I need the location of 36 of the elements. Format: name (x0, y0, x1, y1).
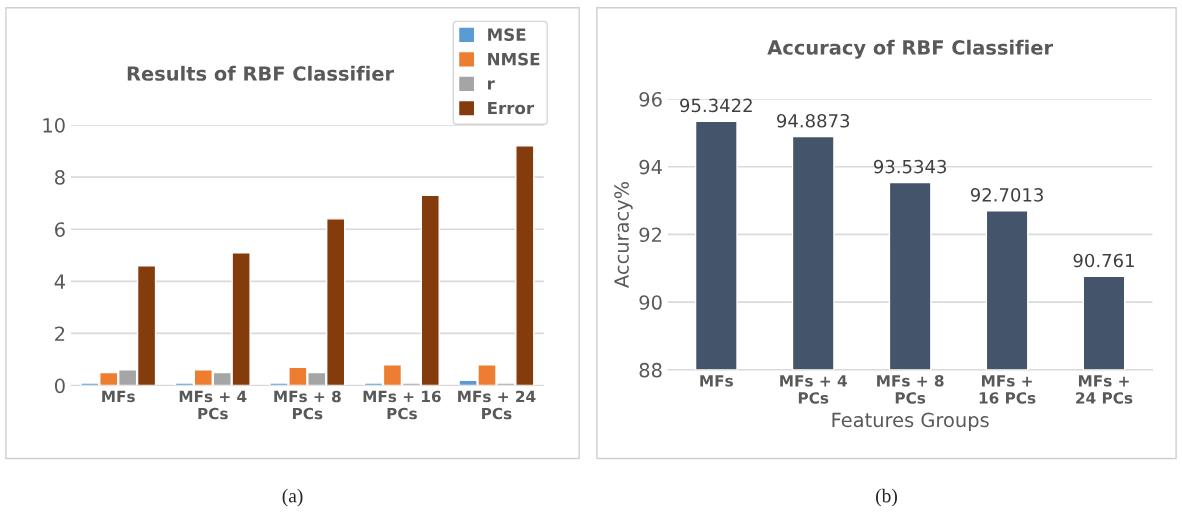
data-label: 92.7013 (970, 187, 1043, 202)
y-tick-label: 90 (639, 295, 662, 310)
y-tick-label: 92 (639, 227, 662, 243)
data-label: 94.8873 (777, 113, 850, 128)
y-tick-label: 4 (54, 274, 65, 289)
y-axis-title: Accuracy% (614, 181, 633, 288)
x-axis-title: Features Groups (832, 412, 989, 432)
y-tick-label: 6 (55, 222, 65, 237)
x-tick-label: MFs + 4 PCs (780, 375, 847, 404)
y-tick-label: 88 (639, 362, 662, 378)
legend-label: Error (488, 101, 535, 115)
x-tick-label: MFs + 16 PCs (979, 375, 1036, 404)
x-tick-label: MFs + 16 PCs (363, 390, 441, 420)
legend-label: NMSE (488, 52, 540, 66)
y-tick-label: 0 (54, 378, 65, 394)
data-label: 95.3422 (680, 98, 752, 113)
y-tick-label: 10 (43, 118, 65, 133)
x-tick-label: MFs + 4 PCs (179, 390, 247, 420)
chart-title: Accuracy of RBF Classifier (767, 39, 1053, 59)
y-tick-label: 96 (639, 91, 662, 107)
chart-title: Results of RBF Classifier (127, 65, 395, 81)
y-tick-label: 94 (639, 159, 662, 175)
x-tick-label: MFs (102, 390, 135, 403)
y-tick-label: 8 (55, 170, 65, 185)
text: (a) (282, 488, 303, 507)
x-tick-label: MFs + 8 PCs (877, 375, 944, 404)
text: (b) (876, 488, 897, 507)
x-tick-label: MFs + 8 PCs (274, 390, 341, 420)
x-tick-label: MFs + 24 PCs (1076, 375, 1133, 404)
legend-label: MSE (488, 28, 526, 41)
legend-label: r (488, 80, 495, 90)
y-tick-label: 2 (55, 326, 65, 341)
x-tick-label: MFs (700, 375, 733, 387)
data-label: 93.5343 (873, 159, 947, 174)
x-tick-label: MFs + 24 PCs (458, 390, 536, 420)
data-label: 90.761 (1073, 253, 1134, 268)
